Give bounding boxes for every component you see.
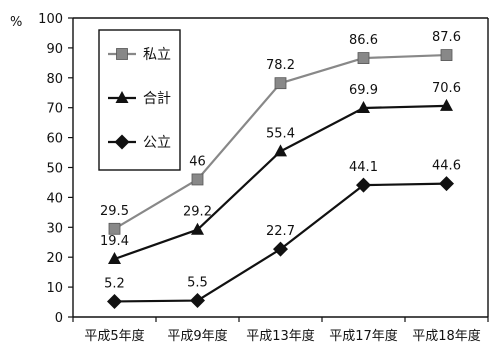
data-label-private: 86.6	[349, 33, 378, 48]
y-tick-label: 50	[46, 162, 63, 177]
data-point-private	[191, 173, 204, 186]
data-point-public	[439, 176, 454, 192]
data-point-public	[190, 293, 205, 309]
data-point-total	[191, 222, 204, 235]
y-tick-label: 70	[46, 102, 63, 117]
data-point-total	[357, 100, 370, 113]
y-tick-label: 40	[46, 191, 63, 206]
data-point-total	[440, 98, 453, 111]
data-label-private: 87.6	[432, 30, 461, 45]
data-label-private: 78.2	[266, 58, 295, 73]
legend-label-private: 私立	[143, 47, 171, 63]
data-point-private	[357, 52, 370, 64]
y-tick-label: 100	[38, 12, 63, 27]
data-point-total	[108, 251, 121, 264]
data-point-public	[107, 293, 122, 309]
data-point-private	[108, 222, 121, 235]
legend-marker-private	[116, 48, 128, 60]
x-tick-label: 平成9年度	[167, 328, 227, 344]
data-point-total	[274, 144, 287, 157]
y-axis-unit-label: %	[10, 15, 22, 30]
data-point-private	[274, 77, 287, 90]
x-tick-label: 平成17年度	[329, 328, 398, 344]
legend-label-total: 合計	[143, 91, 171, 107]
x-tick-label: 平成5年度	[84, 328, 144, 344]
data-label-public: 5.5	[187, 276, 208, 291]
legend-label-public: 公立	[143, 135, 171, 151]
y-tick-label: 90	[46, 42, 63, 57]
data-label-total: 70.6	[432, 81, 461, 96]
data-point-public	[273, 241, 288, 257]
data-label-private: 29.5	[100, 204, 129, 219]
y-tick-label: 30	[46, 221, 63, 236]
data-label-public: 5.2	[104, 276, 125, 291]
data-label-public: 44.6	[432, 159, 461, 174]
legend-marker-public	[114, 134, 130, 150]
data-label-total: 69.9	[349, 83, 378, 98]
data-label-public: 44.1	[349, 160, 378, 175]
data-label-total: 19.4	[100, 234, 129, 249]
legend-marker-total	[115, 91, 129, 103]
data-point-private	[440, 49, 453, 61]
data-point-public	[356, 177, 371, 193]
y-tick-label: 20	[46, 251, 63, 266]
y-tick-label: 60	[46, 132, 63, 147]
y-tick-label: 10	[46, 281, 63, 296]
data-label-public: 22.7	[266, 224, 295, 239]
data-label-total: 55.4	[266, 126, 295, 141]
data-label-private: 46	[189, 154, 206, 169]
y-tick-label: 80	[46, 72, 63, 87]
y-tick-label: 0	[55, 311, 63, 326]
x-tick-label: 平成18年度	[412, 328, 481, 344]
data-label-total: 29.2	[183, 205, 212, 220]
x-tick-label: 平成13年度	[246, 328, 315, 344]
